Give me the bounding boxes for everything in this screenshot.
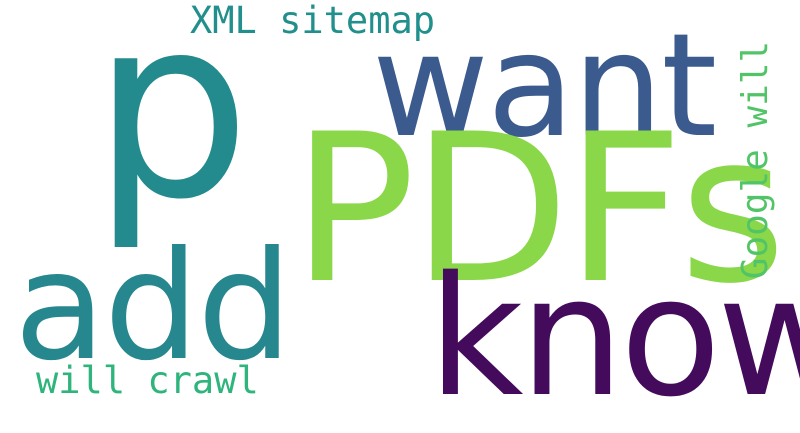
word-pdfs: PDFs — [292, 91, 786, 329]
word-xml-sitemap: XML sitemap — [190, 0, 436, 42]
word-want: want — [372, 2, 717, 169]
word-google-will: Google will — [735, 40, 776, 280]
word-add: add — [14, 220, 292, 394]
word-know: know — [428, 241, 800, 433]
word-p: p — [92, 0, 251, 254]
word-will-crawl: will crawl — [36, 359, 259, 402]
